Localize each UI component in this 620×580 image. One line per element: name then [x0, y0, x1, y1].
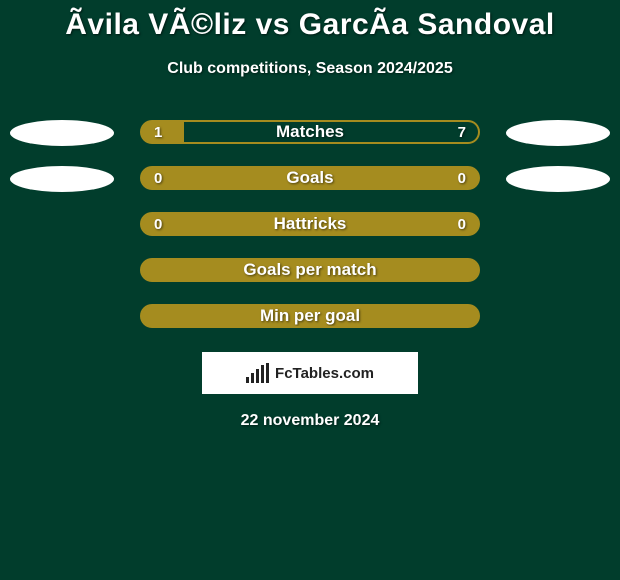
page-title: Ãvila VÃ©liz vs GarcÃ­a Sandoval	[0, 0, 620, 42]
comparison-section: 17Matches 00Goals 00Hattricks Goals per mat…	[0, 120, 620, 328]
stat-bar: 00Goals	[140, 166, 480, 190]
player-marker-left	[10, 166, 114, 192]
stat-bar: 00Hattricks	[140, 212, 480, 236]
logo-bars-icon	[246, 363, 269, 383]
subtitle: Club competitions, Season 2024/2025	[0, 60, 620, 78]
stat-row: Goals per match	[0, 258, 620, 282]
stat-row: Min per goal	[0, 304, 620, 328]
stat-bar: Goals per match	[140, 258, 480, 282]
logo-text: FcTables.com	[275, 365, 374, 382]
stat-label: Min per goal	[142, 306, 478, 326]
stat-row: 17Matches	[0, 120, 620, 144]
stat-label: Goals per match	[142, 260, 478, 280]
player-marker-left	[10, 120, 114, 146]
stat-bar: 17Matches	[140, 120, 480, 144]
stat-label: Hattricks	[142, 214, 478, 234]
player-marker-right	[506, 120, 610, 146]
stat-label: Goals	[142, 168, 478, 188]
date-text: 22 november 2024	[0, 412, 620, 430]
stat-label: Matches	[142, 122, 478, 142]
stat-row: 00Goals	[0, 166, 620, 190]
logo-box: FcTables.com	[202, 352, 418, 394]
player-marker-right	[506, 166, 610, 192]
stat-row: 00Hattricks	[0, 212, 620, 236]
stat-bar: Min per goal	[140, 304, 480, 328]
